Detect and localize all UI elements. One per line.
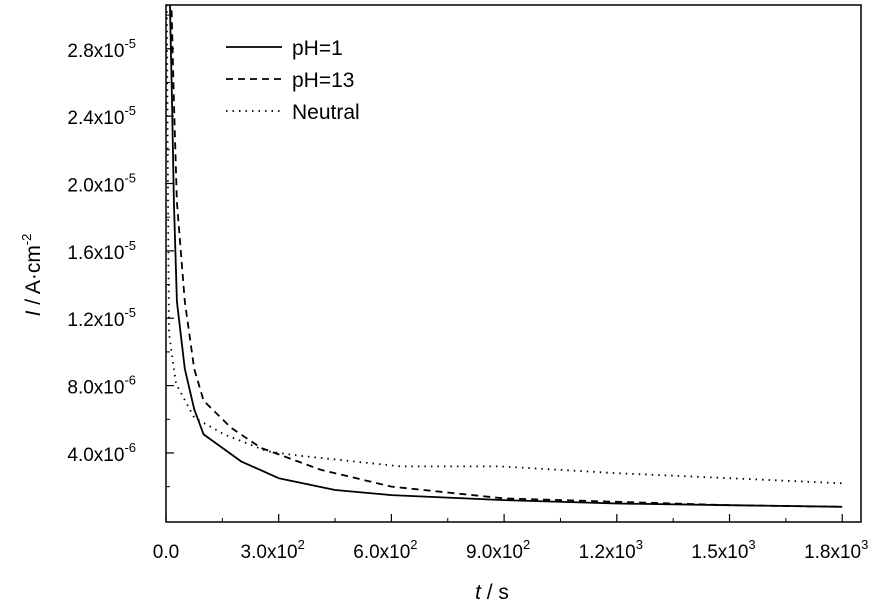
x-tick-label: 1.8x103: [804, 537, 868, 563]
series-line-ph-13: [170, 5, 843, 508]
y-tick-label: 1.6x10-5: [67, 238, 136, 264]
y-tick-label: 2.8x10-5: [67, 36, 136, 62]
x-axis-label: t / s: [475, 581, 509, 604]
y-tick-label: 2.4x10-5: [67, 103, 136, 129]
plot-frame: [165, 4, 862, 523]
y-tick-label: 1.2x10-5: [67, 305, 136, 331]
series-group: [166, 5, 843, 508]
x-tick-label: 6.0x102: [353, 537, 417, 563]
legend-label: Neutral: [292, 101, 360, 124]
series-line-neutral: [166, 5, 843, 485]
legend-label: pH=13: [292, 69, 354, 92]
series-line-ph-1: [169, 5, 843, 508]
y-tick-label: 2.0x10-5: [67, 171, 136, 197]
y-tick-label: 4.0x10-6: [67, 440, 136, 466]
x-tick-label: 9.0x102: [466, 537, 530, 563]
x-tick-label: 1.2x103: [579, 537, 643, 563]
y-tick-label: 8.0x10-6: [67, 373, 136, 399]
legend: pH=1 pH=13 Neutral: [226, 37, 360, 124]
legend-label: pH=1: [292, 37, 343, 60]
y-axis-label: I / A·cm-2: [19, 234, 45, 317]
x-tick-label: 1.5x103: [691, 537, 755, 563]
axis-ticks: 0.0 3.0x102 6.0x102 9.0x102 1.2x103 1.5x103 1.…: [67, 14, 868, 563]
x-tick-label: 0.0: [153, 542, 179, 563]
x-tick-label: 3.0x102: [241, 537, 305, 563]
